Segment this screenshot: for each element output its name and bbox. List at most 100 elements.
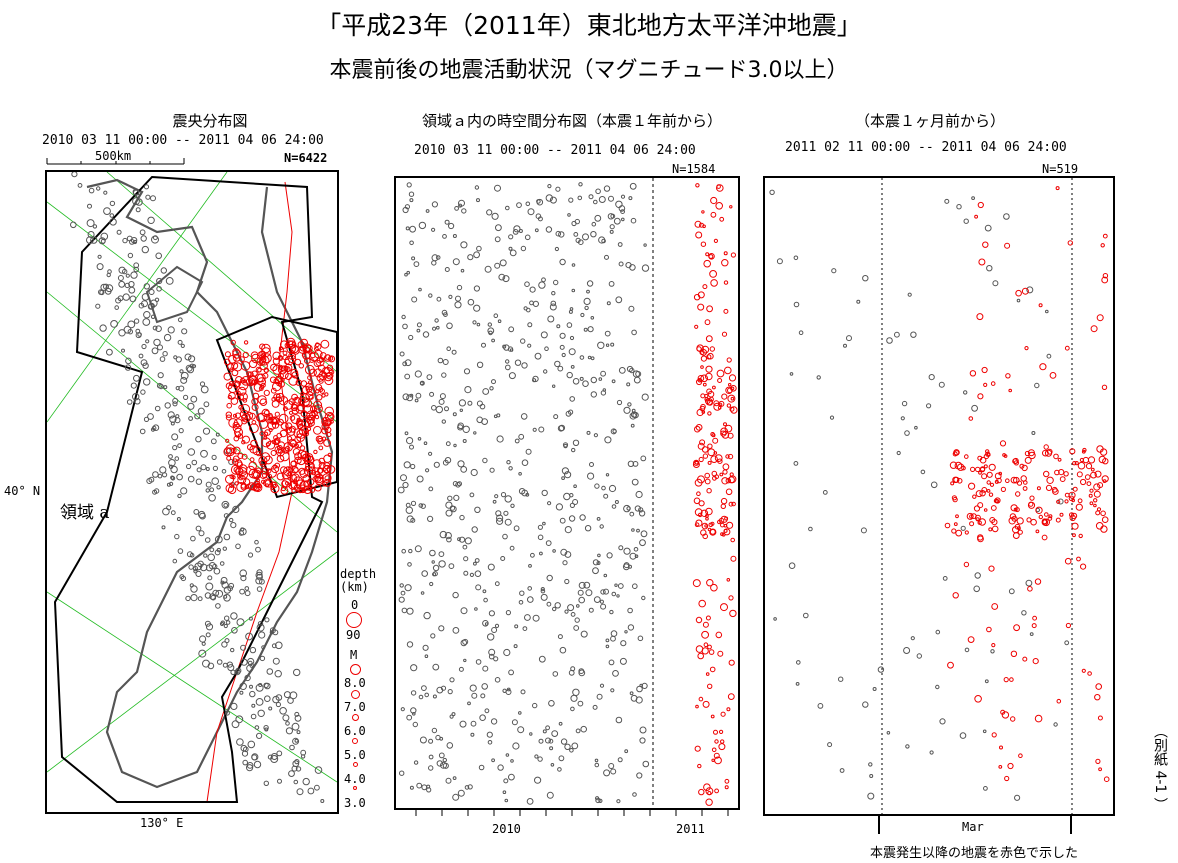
event-dot [509, 348, 514, 352]
event-dot [580, 312, 585, 318]
epicenter-dot [193, 509, 200, 515]
epicenter-dot [221, 500, 230, 509]
event-dot [563, 492, 571, 501]
epicenter-dot [87, 203, 92, 209]
epicenter-dot [221, 469, 227, 474]
epicenter-dot [169, 481, 174, 486]
event-dot-after [707, 683, 713, 689]
event-dot [527, 596, 534, 603]
event-dot [518, 229, 523, 233]
event-dot [458, 199, 465, 207]
epicenter-dot [180, 575, 187, 582]
epicenter-dot-after [263, 435, 268, 440]
event-dot-after [712, 475, 717, 481]
legend-mag-marker-7 [351, 690, 360, 699]
event-dot-after [716, 369, 725, 378]
event-dot [409, 785, 414, 790]
event-dot [498, 273, 506, 281]
epicenter-dot [77, 183, 83, 188]
event-dot [614, 500, 619, 504]
event-dot [559, 258, 566, 266]
event-dot [597, 553, 601, 558]
event-dot [414, 370, 422, 378]
epicenter-dot-after [286, 427, 296, 436]
event-dot [460, 268, 465, 273]
event-dot [472, 320, 477, 325]
epicenter-dot-after [307, 484, 313, 490]
event-dot [513, 525, 520, 532]
epicenter-dot-after [274, 411, 280, 417]
event-dot-after [969, 514, 974, 519]
event-dot [617, 757, 623, 763]
epicenter-dot [168, 464, 174, 469]
event-dot-after [1024, 346, 1029, 351]
event-dot-after [1102, 458, 1109, 465]
epicenter-dot-after [290, 460, 298, 468]
event-dot [478, 764, 485, 771]
epicenter-dot-after [307, 380, 313, 385]
event-dot [608, 281, 615, 287]
event-dot-after [729, 609, 737, 618]
event-dot-after [956, 478, 963, 484]
epicenter-dot [146, 478, 153, 484]
event-dot-after [705, 365, 713, 373]
event-dot-after [712, 385, 716, 390]
event-dot [464, 386, 472, 394]
event-dot [446, 322, 453, 330]
event-dot [571, 742, 579, 750]
epicenter-dot [194, 413, 201, 420]
epicenter-dot-after [278, 396, 289, 406]
event-dot [566, 322, 573, 328]
epicenter-dot-after [264, 429, 271, 436]
event-dot-after [714, 788, 720, 794]
event-dot [570, 365, 575, 369]
event-dot [504, 798, 509, 803]
event-dot [602, 388, 607, 392]
epicenter-dot [222, 662, 228, 668]
event-dot [872, 687, 877, 691]
event-dot [494, 494, 499, 499]
event-dot [424, 654, 429, 659]
event-dot [480, 693, 486, 699]
event-dot [549, 196, 557, 204]
epicenter-dot [264, 727, 269, 732]
event-dot [640, 455, 647, 462]
event-dot [559, 344, 565, 350]
event-dot [862, 275, 869, 282]
event-dot [425, 468, 430, 473]
event-dot-after [701, 345, 710, 354]
event-dot [440, 761, 447, 769]
epicenter-dot-after [315, 389, 320, 394]
epicenter-dot-after [270, 450, 277, 456]
event-dot-after [957, 463, 965, 471]
epicenter-dot [195, 436, 202, 443]
event-dot [421, 685, 427, 692]
event-dot [425, 209, 430, 213]
event-dot-after [1069, 448, 1076, 455]
epicenter-dot-after [290, 403, 299, 412]
epicenter-dot [201, 641, 206, 646]
epicenter-dot [133, 374, 140, 382]
epicenter-dot [148, 289, 155, 295]
epicenter-dot-after [234, 481, 239, 486]
epicenter-dot-after [263, 389, 270, 396]
event-dot [404, 359, 412, 367]
epicenter-dot-after [249, 445, 258, 454]
event-dot [508, 773, 515, 781]
epicenter-dot [199, 635, 207, 643]
event-dot [462, 439, 467, 443]
event-dot [843, 343, 847, 348]
epicenter-dot [92, 224, 98, 229]
event-dot-after [707, 791, 712, 796]
epicenter-dot-after [240, 482, 247, 489]
epicenter-dot [100, 238, 106, 244]
epicenter-dot-after [232, 446, 241, 455]
epicenter-dot [121, 348, 125, 353]
event-dot [428, 293, 433, 298]
event-dot [402, 323, 408, 330]
event-dot [605, 638, 610, 643]
epicenter-dot [110, 320, 118, 328]
epicenter-dot [190, 594, 198, 602]
event-dot-after [1090, 471, 1097, 479]
event-dot-after [981, 366, 988, 374]
